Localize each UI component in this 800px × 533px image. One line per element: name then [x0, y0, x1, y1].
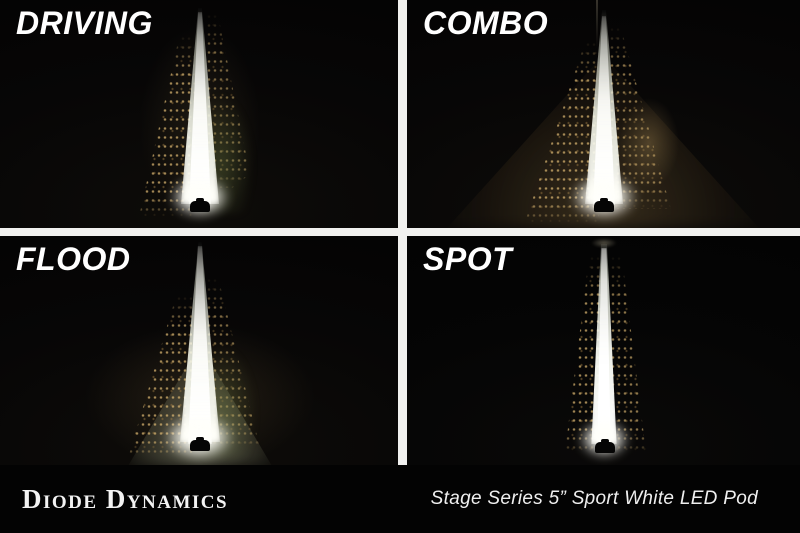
driving-pod-silhouette — [190, 198, 210, 212]
flood-label: FLOOD — [16, 241, 131, 277]
spot-beam-core — [597, 248, 611, 446]
combo-distant-pole — [596, 0, 598, 48]
spot-pod-silhouette — [595, 439, 615, 453]
quad-driving: DRIVING — [0, 0, 398, 228]
product-name: Stage Series 5” Sport White LED Pod — [430, 488, 758, 509]
footer-bar: Diode Dynamics Stage Series 5” Sport Whi… — [0, 465, 800, 533]
quad-combo: COMBO — [407, 0, 800, 228]
quad-spot: SPOT — [407, 236, 800, 465]
quad-flood: FLOOD — [0, 236, 398, 465]
spot-distant-object — [591, 238, 617, 248]
brand-logo-text: Diode Dynamics — [22, 483, 229, 514]
combo-ground-flare — [571, 174, 637, 220]
driving-label: DRIVING — [16, 5, 153, 41]
combo-pod-silhouette — [594, 198, 614, 212]
spot-photo — [407, 236, 800, 465]
spot-label: SPOT — [423, 241, 513, 277]
flood-pod-silhouette — [190, 437, 210, 451]
driving-photo — [0, 0, 398, 228]
combo-photo — [407, 0, 800, 228]
combo-label: COMBO — [423, 5, 549, 41]
flood-photo — [0, 236, 398, 465]
photo-grid: DRIVING COMBO — [0, 0, 800, 465]
combo-right-patch — [619, 98, 679, 188]
